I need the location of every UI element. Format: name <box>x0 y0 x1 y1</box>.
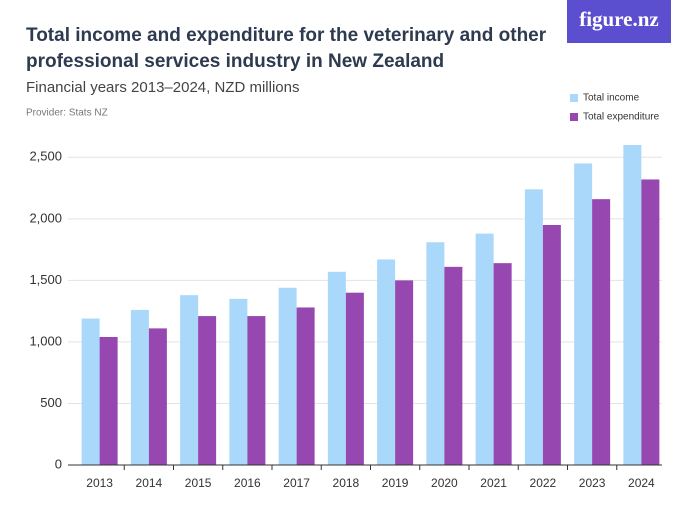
chart-subtitle: Financial years 2013–2024, NZD millions <box>26 79 299 96</box>
bar <box>81 318 100 465</box>
brand-box <box>567 0 671 43</box>
x-tick-label: 2021 <box>480 476 507 490</box>
bar <box>327 271 346 465</box>
bar <box>395 280 414 465</box>
bar <box>641 179 660 465</box>
chart-title: professional services industry in New Ze… <box>26 51 444 72</box>
x-tick-label: 2014 <box>136 476 163 490</box>
bar <box>574 163 593 465</box>
y-tick-label: 1,500 <box>29 272 62 287</box>
y-tick-label: 500 <box>40 395 62 410</box>
bar <box>198 316 217 465</box>
bar <box>524 189 543 466</box>
x-tick-label: 2023 <box>579 476 606 490</box>
bar <box>99 337 118 465</box>
y-tick-label: 0 <box>55 456 62 471</box>
bar <box>278 287 297 465</box>
brand-logo: figure.nz <box>579 7 659 31</box>
bar <box>345 292 364 465</box>
bar <box>623 145 642 465</box>
x-tick-label: 2022 <box>530 476 557 490</box>
legend-label: Total income <box>583 93 640 104</box>
x-tick-label: 2019 <box>382 476 409 490</box>
x-tick-label: 2016 <box>234 476 261 490</box>
bar <box>130 309 149 465</box>
legend-swatch <box>570 94 578 102</box>
bar <box>444 266 463 465</box>
bar <box>148 328 167 465</box>
x-tick-label: 2024 <box>628 476 655 490</box>
bar <box>592 199 611 465</box>
bar <box>247 316 266 465</box>
bar <box>475 233 494 465</box>
y-tick-label: 2,000 <box>29 210 62 225</box>
y-tick-label: 2,500 <box>29 149 62 164</box>
bar <box>542 225 561 465</box>
bar <box>296 307 315 465</box>
provider: Provider: Stats NZ <box>26 108 108 119</box>
legend-label: Total expenditure <box>583 112 660 123</box>
x-tick-label: 2015 <box>185 476 212 490</box>
bar <box>229 298 248 465</box>
x-tick-label: 2020 <box>431 476 458 490</box>
y-tick-label: 1,000 <box>29 333 62 348</box>
chart-title: Total income and expenditure for the vet… <box>26 25 547 46</box>
bar <box>377 259 396 465</box>
x-tick-label: 2013 <box>86 476 113 490</box>
legend-swatch <box>570 113 578 121</box>
bar <box>426 242 445 465</box>
bar <box>493 263 512 465</box>
bar <box>180 295 199 465</box>
x-tick-label: 2017 <box>283 476 310 490</box>
x-tick-label: 2018 <box>333 476 360 490</box>
